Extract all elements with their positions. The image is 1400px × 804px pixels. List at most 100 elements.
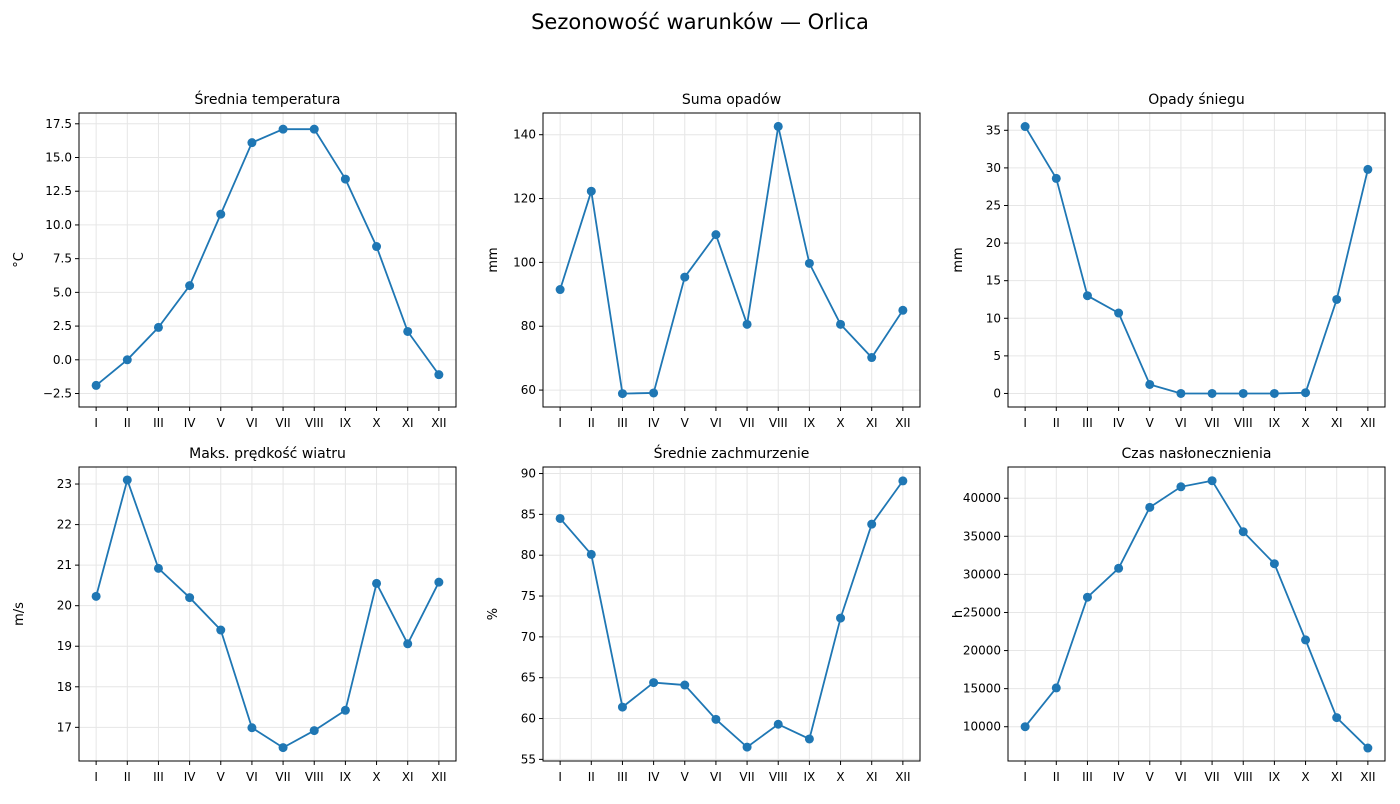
x-tick-label: IX — [1269, 770, 1281, 784]
x-tick-label: III — [153, 416, 164, 430]
x-tick-label: V — [217, 770, 226, 784]
y-tick-label: 7.5 — [53, 252, 72, 266]
chart-title: Maks. prędkość wiatru — [189, 446, 346, 462]
x-tick-label: VI — [1175, 770, 1187, 784]
y-tick-label: 22 — [57, 518, 72, 532]
data-point — [1269, 559, 1279, 569]
data-point — [1020, 722, 1030, 732]
data-point — [836, 319, 846, 329]
series-line — [559, 126, 904, 395]
data-point — [804, 258, 814, 268]
data-point — [1301, 635, 1311, 645]
x-tick-label: I — [1023, 416, 1027, 430]
x-tick-label: I — [94, 770, 98, 784]
y-tick-label: 0 — [993, 386, 1001, 400]
y-tick-label: 20000 — [963, 644, 1001, 658]
y-tick-label: 19 — [57, 639, 72, 653]
data-point — [1145, 379, 1155, 389]
data-point — [153, 563, 163, 573]
chart-title: Średnia temperatura — [195, 90, 341, 108]
x-tick-label: I — [1023, 770, 1027, 784]
y-tick-label: 10.0 — [45, 218, 72, 232]
y-tick-label: 70 — [521, 630, 536, 644]
y-tick-label: 17 — [57, 720, 72, 734]
y-tick-label: 75 — [521, 589, 536, 603]
y-tick-label: 80 — [521, 548, 536, 562]
y-tick-label: 60 — [521, 383, 536, 397]
x-tick-label: V — [1146, 416, 1155, 430]
chart-panel-5: I II III IV V VI VII VIII IX X XI XII55606570758085… — [486, 444, 921, 784]
x-tick-label: V — [681, 770, 690, 784]
chart-panel-4: I II III IV V VI VII VIII IX X XI XII17181920212223… — [12, 446, 457, 784]
x-tick-label: XII — [431, 416, 446, 430]
x-tick-label: II — [124, 416, 131, 430]
data-point — [1114, 308, 1124, 318]
x-tick-label: IX — [1269, 416, 1281, 430]
data-point — [185, 593, 195, 603]
data-point — [340, 174, 350, 184]
data-point — [1363, 743, 1373, 753]
data-point — [1269, 388, 1279, 398]
data-point — [309, 124, 319, 134]
x-tick-label: II — [588, 416, 595, 430]
plot-frame — [78, 112, 457, 408]
data-point — [1238, 388, 1248, 398]
x-tick-label: VI — [1175, 416, 1187, 430]
x-tick-label: VI — [246, 416, 258, 430]
data-point — [898, 476, 908, 486]
y-tick-label: 40000 — [963, 491, 1001, 505]
x-tick-label: IX — [340, 770, 352, 784]
data-point — [91, 591, 101, 601]
data-point — [278, 124, 288, 134]
x-tick-label: IV — [1113, 416, 1126, 430]
data-point — [1238, 527, 1248, 537]
x-tick-label: IV — [184, 770, 197, 784]
data-point — [586, 186, 596, 196]
x-tick-label: VIII — [1234, 416, 1253, 430]
data-point — [216, 625, 226, 635]
x-tick-label: XII — [895, 770, 910, 784]
data-point — [649, 388, 659, 398]
x-tick-label: V — [1146, 770, 1155, 784]
x-tick-label: VII — [1204, 770, 1219, 784]
data-point — [1363, 164, 1373, 174]
chart-panel-1: I II III IV V VI VII VIII IX X XI XII−2.50.02.55.07… — [12, 90, 457, 430]
figure-title: Sezonowość warunków — Orlica — [531, 10, 869, 34]
x-tick-label: XI — [866, 416, 878, 430]
data-point — [340, 705, 350, 715]
data-point — [1301, 388, 1311, 398]
y-tick-label: 60 — [521, 712, 536, 726]
y-tick-label: 15 — [986, 274, 1001, 288]
x-tick-label: III — [617, 770, 628, 784]
y-tick-label: 15000 — [963, 682, 1001, 696]
y-tick-label: 18 — [57, 680, 72, 694]
x-tick-label: IV — [648, 770, 661, 784]
y-tick-label: 21 — [57, 558, 72, 572]
x-tick-label: VII — [275, 770, 290, 784]
data-point — [1207, 388, 1217, 398]
plot-frame — [1007, 112, 1386, 408]
data-point — [434, 370, 444, 380]
chart-panel-6: I II III IV V VI VII VIII IX X XI XII10000150002000… — [951, 446, 1386, 784]
x-tick-label: XI — [1331, 770, 1343, 784]
data-point — [742, 319, 752, 329]
x-tick-label: VII — [275, 416, 290, 430]
data-point — [867, 519, 877, 529]
x-tick-label: XI — [402, 770, 414, 784]
series-line — [1024, 479, 1369, 749]
x-tick-label: III — [1082, 416, 1093, 430]
data-point — [617, 702, 627, 712]
data-point — [403, 639, 413, 649]
data-point — [773, 121, 783, 131]
y-axis-label: mm — [951, 247, 966, 272]
x-tick-label: II — [124, 770, 131, 784]
data-point — [711, 714, 721, 724]
x-tick-label: VIII — [305, 770, 324, 784]
data-point — [309, 726, 319, 736]
x-tick-label: XI — [402, 416, 414, 430]
plot-frame — [1007, 466, 1386, 762]
y-tick-label: 17.5 — [45, 117, 72, 131]
data-point — [278, 743, 288, 753]
